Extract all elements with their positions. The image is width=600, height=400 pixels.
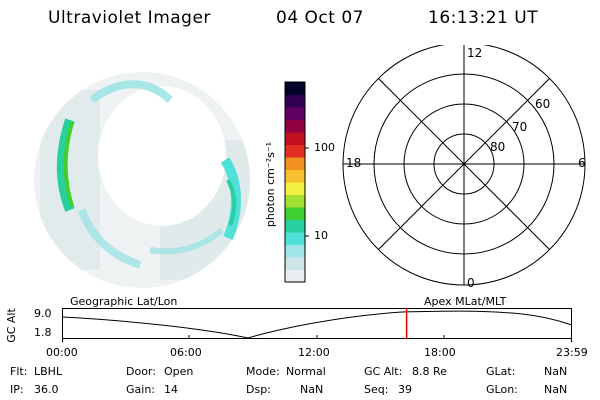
timeline-xtick-2359: 23:59 xyxy=(556,346,588,359)
timeline-plot xyxy=(62,308,573,342)
info-mode-value: Normal xyxy=(286,365,326,378)
info-gcalt-key: GC Alt: xyxy=(364,365,403,378)
colorbar-block xyxy=(285,169,305,183)
info-glon-key: GLon: xyxy=(486,383,518,396)
info-gain-key: Gain: xyxy=(126,383,155,396)
lat-label-60: 60 xyxy=(535,97,551,111)
colorbar xyxy=(284,81,309,283)
timeline-xtick-0600: 06:00 xyxy=(170,346,202,359)
colorbar-block xyxy=(285,144,305,158)
colorbar-block xyxy=(285,182,305,195)
info-gcalt-value: 8.8 Re xyxy=(412,365,447,378)
colorbar-block xyxy=(285,207,305,220)
colorbar-scale xyxy=(285,82,305,283)
info-flt-key: Flt: xyxy=(10,365,28,378)
colorbar-tick-10: 10 xyxy=(314,229,328,242)
polar-plot xyxy=(342,45,586,286)
colorbar-block xyxy=(285,107,305,120)
timeline-xtick-1200: 12:00 xyxy=(298,346,330,359)
info-gain-value: 14 xyxy=(164,383,178,396)
timeline-xtick-0000: 00:00 xyxy=(46,346,78,359)
mlt-label-0: 0 xyxy=(467,276,475,290)
info-glat-key: GLat: xyxy=(486,365,516,378)
colorbar-block xyxy=(285,194,305,208)
colorbar-tick-100: 100 xyxy=(314,141,335,154)
info-mode-key: Mode: xyxy=(246,365,280,378)
colorbar-label: photon cm⁻²s⁻¹ xyxy=(264,141,278,228)
info-glon-value: NaN xyxy=(544,383,568,396)
timeline-axis-label: GC Alt xyxy=(4,308,18,343)
colorbar-block xyxy=(285,219,305,233)
timeline-left-label: Geographic Lat/Lon xyxy=(70,295,178,308)
auroral-image xyxy=(34,72,250,288)
colorbar-block xyxy=(285,82,305,95)
mlt-label-6: 6 xyxy=(578,156,586,170)
colorbar-block xyxy=(285,94,305,108)
colorbar-block xyxy=(285,157,305,170)
info-dsp-key: Dsp: xyxy=(246,383,271,396)
mlt-label-18: 18 xyxy=(346,156,362,170)
lat-label-70: 70 xyxy=(512,120,528,134)
timeline-right-label: Apex MLat/MLT xyxy=(424,295,507,308)
lat-label-80: 80 xyxy=(490,140,506,154)
colorbar-block xyxy=(285,269,305,283)
timeline-ytick-low: 1.8 xyxy=(34,326,52,339)
colorbar-block xyxy=(285,232,305,245)
observation-date: 04 Oct 07 xyxy=(276,8,364,28)
colorbar-block xyxy=(285,257,305,270)
mlt-label-12: 12 xyxy=(467,46,483,60)
timeline-ytick-high: 9.0 xyxy=(34,307,52,320)
info-flt-value: LBHL xyxy=(34,365,63,378)
instrument-title: Ultraviolet Imager xyxy=(48,8,211,28)
timeline-xtick-1800: 18:00 xyxy=(424,346,456,359)
colorbar-block xyxy=(285,119,305,133)
info-ip-key: IP: xyxy=(10,383,24,396)
observation-time: 16:13:21 UT xyxy=(428,8,539,28)
colorbar-block xyxy=(285,244,305,258)
info-door-value: Open xyxy=(164,365,194,378)
info-ip-value: 36.0 xyxy=(34,383,59,396)
info-glat-value: NaN xyxy=(544,365,568,378)
info-seq-key: Seq: xyxy=(364,383,389,396)
colorbar-block xyxy=(285,132,305,145)
info-dsp-value: NaN xyxy=(300,383,324,396)
info-door-key: Door: xyxy=(126,365,156,378)
info-seq-value: 39 xyxy=(398,383,412,396)
